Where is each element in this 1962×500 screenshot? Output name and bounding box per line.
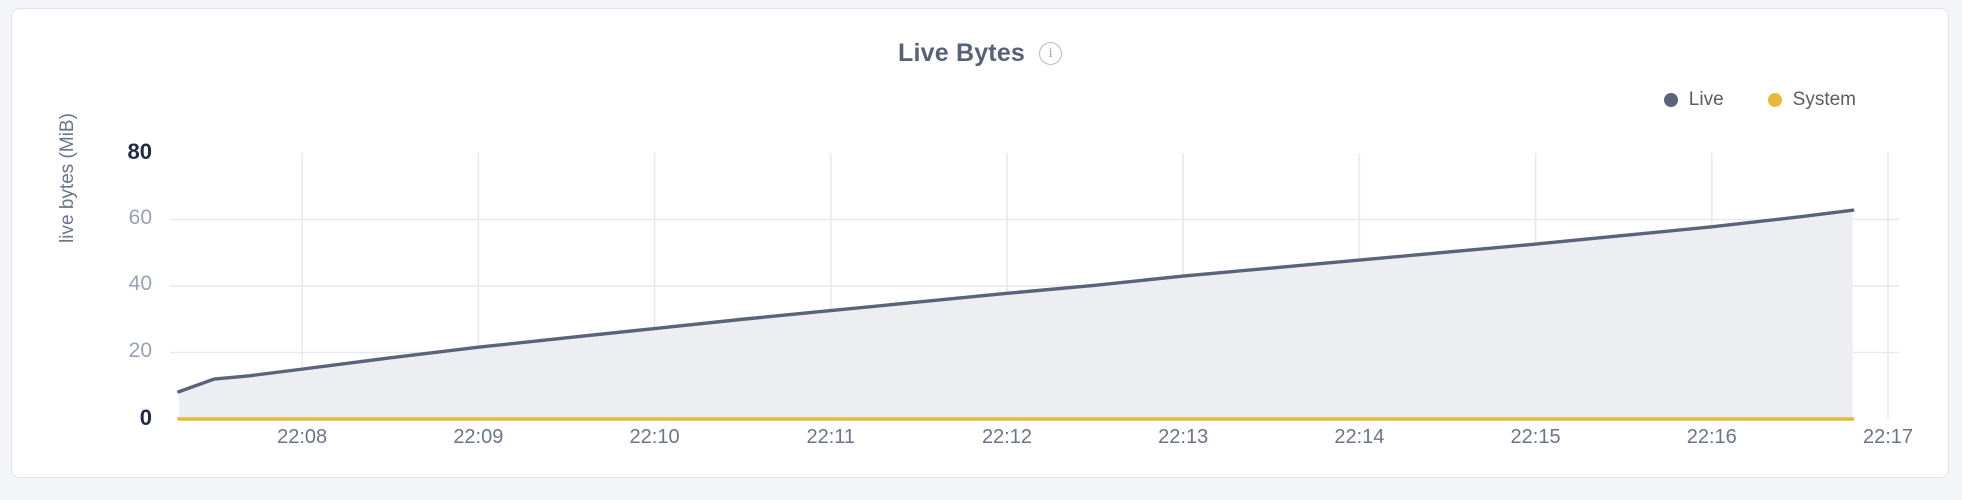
legend-dot-system-icon <box>1767 93 1782 107</box>
chart-plot-area: live bytes (MiB) 0 20 40 60 80 22:08 22:09 22:… <box>12 9 1950 477</box>
chart-svg <box>170 153 1899 421</box>
x-tick-label: 22:15 <box>1510 426 1561 448</box>
y-axis-label: live bytes (MiB) <box>57 113 78 243</box>
legend-label: Live <box>1688 89 1724 110</box>
x-tick-label: 22:14 <box>1334 426 1385 448</box>
x-tick-label: 22:13 <box>1158 426 1209 448</box>
live-bytes-card: Live Bytes i Live System live bytes (MiB)… <box>11 8 1949 478</box>
chart-legend: Live System <box>1663 89 1856 111</box>
page-title: Live Bytes <box>897 39 1026 67</box>
series-area-live <box>178 210 1853 419</box>
y-tick-label: 60 <box>128 205 152 229</box>
legend-dot-live-icon <box>1663 93 1678 107</box>
legend-label: System <box>1792 89 1856 110</box>
x-tick-label: 22:08 <box>277 426 328 448</box>
x-tick-label: 22:16 <box>1686 426 1737 448</box>
x-tick-label: 22:17 <box>1862 426 1914 448</box>
y-tick-label: 0 <box>139 405 152 430</box>
series-line-live <box>177 208 1855 394</box>
info-icon[interactable]: i <box>1039 42 1063 65</box>
x-tick-label: 22:09 <box>453 426 504 448</box>
y-tick-label: 20 <box>128 338 152 362</box>
x-tick-label: 22:11 <box>806 426 856 448</box>
card-header: Live Bytes i <box>12 39 1948 68</box>
x-tick-label: 22:12 <box>981 426 1032 448</box>
legend-item-system[interactable]: System <box>1767 89 1856 111</box>
y-tick-label: 40 <box>128 272 152 295</box>
legend-item-live[interactable]: Live <box>1663 89 1724 111</box>
y-tick-label: 80 <box>127 139 152 164</box>
x-tick-label: 22:10 <box>629 426 680 448</box>
